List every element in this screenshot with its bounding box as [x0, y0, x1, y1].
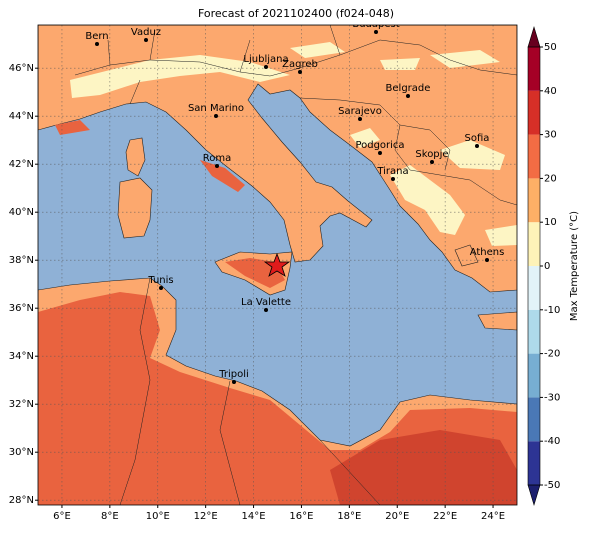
map-title: Forecast of 2021102400 (f024-048) [198, 7, 394, 20]
city-label: Tirana [376, 166, 408, 177]
corsica [125, 137, 146, 177]
y-tick-label: 28°N [9, 495, 34, 506]
x-tick-label: 20°E [385, 511, 409, 522]
city-dot [298, 70, 302, 74]
x-tick-label: 8°E [101, 511, 119, 522]
y-tick-label: 42°N [9, 159, 34, 170]
city-dot [475, 144, 479, 148]
y-tick-label: 38°N [9, 255, 34, 266]
city-label: Bern [85, 31, 108, 42]
city-dot [232, 380, 236, 384]
city-label: Sofia [465, 133, 490, 144]
colorbar: -50 -40 -30 -20 -10 0 10 20 30 40 50 [527, 25, 560, 507]
colorbar-label: Max Temperature (°C) [569, 211, 580, 321]
colorbar-tick-label: -10 [544, 305, 560, 316]
city-dot [391, 177, 395, 181]
colorbar-band [528, 266, 540, 310]
city-label: San Marino [188, 103, 244, 114]
colorbar-tick-label: -30 [544, 392, 560, 403]
y-tick-label: 32°N [9, 399, 34, 410]
colorbar-tick-label: 30 [544, 130, 557, 141]
city-label: Tunis [147, 275, 173, 286]
y-tick-label: 34°N [9, 351, 34, 362]
x-tick-label: 24°E [481, 511, 505, 522]
map-frame [37, 24, 518, 506]
colorbar-tick-label: -50 [544, 480, 560, 491]
x-tick-label: 14°E [242, 511, 266, 522]
city-label: Zagreb [282, 59, 318, 70]
colorbar-band [528, 353, 540, 398]
city-dot [264, 65, 268, 69]
x-tick-label: 16°E [289, 511, 313, 522]
graticule [38, 25, 517, 505]
city-dot [406, 94, 410, 98]
city-dot [430, 160, 434, 164]
africa-hot [330, 430, 517, 505]
borders [74, 25, 517, 505]
colorbar-tick-label: 10 [544, 217, 557, 228]
x-tick-label: 10°E [146, 511, 170, 522]
colorbar-tick-label: -40 [544, 436, 560, 447]
city-label: Ljubljana [243, 54, 288, 65]
colorbar-band [528, 397, 540, 442]
colorbar-band [528, 441, 540, 485]
colorbar-tick-label: 50 [544, 42, 557, 53]
x-tick-label: 18°E [337, 511, 361, 522]
city-dot [358, 117, 362, 121]
city-dot [159, 286, 163, 290]
colorbar-tick-label: -20 [544, 349, 560, 360]
colorbar-band [528, 90, 540, 135]
y-tick-label: 46°N [9, 63, 34, 74]
city-label: Belgrade [386, 83, 431, 94]
city-dot [485, 258, 489, 262]
city-label: Vaduz [131, 27, 161, 38]
sardinia [117, 177, 153, 239]
y-tick-label: 44°N [9, 111, 34, 122]
y-tick-label: 40°N [9, 207, 34, 218]
greece-islands [454, 244, 517, 331]
colorbar-band [528, 178, 540, 223]
city-dot [374, 30, 378, 34]
colorbar-band [528, 47, 540, 91]
city-dot [95, 42, 99, 46]
city-label: Tripoli [218, 369, 249, 380]
x-tick-label: 6°E [53, 511, 71, 522]
city-dot [214, 114, 218, 118]
city-dot [215, 164, 219, 168]
colorbar-under [527, 484, 541, 507]
colorbar-band [528, 134, 540, 179]
city-label: Podgorica [355, 140, 404, 151]
alps-cool [70, 42, 500, 98]
x-tick-label: 22°E [433, 511, 457, 522]
colorbar-over [527, 25, 541, 48]
x-tick-label: 12°E [194, 511, 218, 522]
city-label: La Valette [241, 297, 291, 308]
colorbar-band [528, 309, 540, 354]
colorbar-tick-label: 20 [544, 173, 557, 184]
balkans-cool [350, 128, 517, 246]
city-label: Skopje [415, 149, 448, 160]
city-dot [378, 151, 382, 155]
y-tick-label: 30°N [9, 447, 34, 458]
location-star [263, 252, 291, 277]
europe [38, 25, 517, 293]
city-dot [264, 308, 268, 312]
city-label: Roma [203, 153, 232, 164]
city-label: Athens [470, 247, 505, 258]
city-label: Sarajevo [338, 106, 382, 117]
colorbar-tick-label: 40 [544, 86, 557, 97]
city-label: Budapest [352, 19, 399, 30]
colorbar-tick-label: 0 [544, 261, 550, 272]
y-tick-label: 36°N [9, 303, 34, 314]
city-dot [144, 38, 148, 42]
colorbar-band [528, 222, 540, 266]
italy-warm [55, 120, 245, 192]
